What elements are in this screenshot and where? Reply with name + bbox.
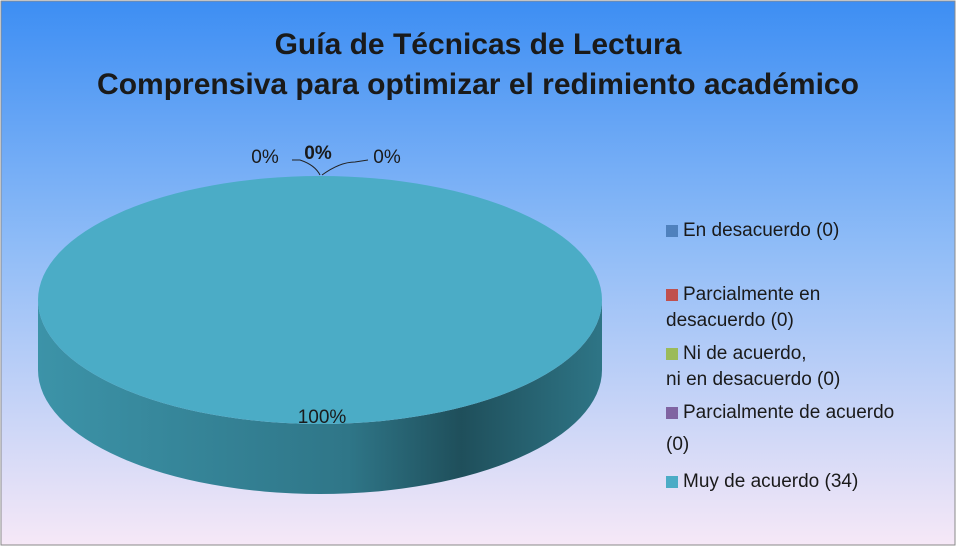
legend-swatch bbox=[666, 289, 678, 301]
pie-side bbox=[38, 300, 602, 494]
legend-swatch bbox=[666, 476, 678, 488]
legend-label: Ni de acuerdo, ni en desacuerdo (0) bbox=[666, 343, 840, 390]
data-label: 0% bbox=[373, 147, 401, 168]
data-label: 0% bbox=[251, 147, 279, 168]
pie-slice bbox=[38, 176, 602, 424]
legend-label: En desacuerdo (0) bbox=[683, 220, 839, 241]
legend-swatch bbox=[666, 348, 678, 360]
legend: En desacuerdo (0) Parcialmente en desacuer… bbox=[666, 220, 894, 492]
legend-swatch bbox=[666, 407, 678, 419]
leader-line bbox=[321, 159, 369, 176]
legend-label: Parcialmente en desacuerdo (0) bbox=[666, 284, 820, 331]
legend-swatch bbox=[666, 225, 678, 237]
data-label: 0% bbox=[304, 143, 332, 164]
legend-label: Muy de acuerdo (34) bbox=[683, 471, 858, 492]
legend-label: Parcialmente de acuerdo (0) bbox=[666, 402, 894, 455]
data-label: 100% bbox=[298, 407, 347, 428]
chart-title: Guía de Técnicas de Lectura Comprensiva p… bbox=[97, 28, 859, 101]
leader-line bbox=[292, 159, 321, 176]
pie bbox=[38, 176, 602, 494]
